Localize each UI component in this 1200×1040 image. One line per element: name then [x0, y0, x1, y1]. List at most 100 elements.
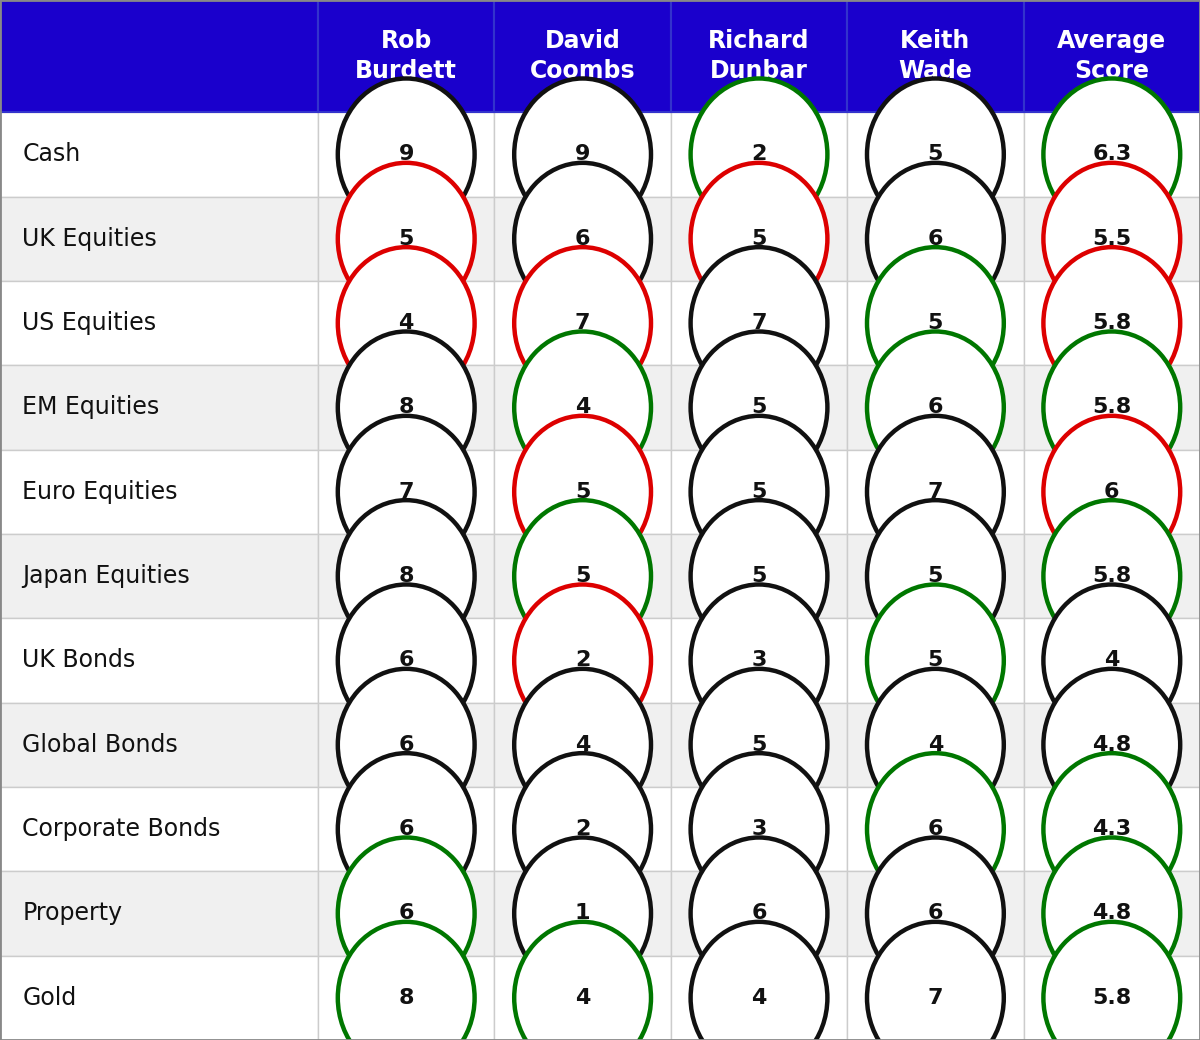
Ellipse shape	[1043, 500, 1181, 652]
FancyBboxPatch shape	[494, 197, 671, 281]
Text: 2: 2	[575, 820, 590, 839]
Ellipse shape	[338, 837, 475, 989]
Text: 7: 7	[751, 313, 767, 333]
FancyBboxPatch shape	[318, 281, 494, 365]
FancyBboxPatch shape	[0, 281, 318, 365]
Text: 1: 1	[575, 904, 590, 924]
Text: 6: 6	[575, 229, 590, 249]
Ellipse shape	[515, 332, 650, 484]
Text: 2: 2	[751, 145, 767, 164]
Ellipse shape	[515, 416, 650, 568]
FancyBboxPatch shape	[318, 956, 494, 1040]
Ellipse shape	[338, 163, 475, 315]
Text: 5: 5	[928, 650, 943, 671]
Text: 5.8: 5.8	[1092, 397, 1132, 417]
Text: 6: 6	[398, 735, 414, 755]
Ellipse shape	[515, 753, 650, 905]
Text: 4.8: 4.8	[1092, 735, 1132, 755]
Text: 8: 8	[398, 988, 414, 1008]
Ellipse shape	[866, 669, 1004, 821]
FancyBboxPatch shape	[847, 197, 1024, 281]
Text: 5: 5	[751, 735, 767, 755]
FancyBboxPatch shape	[1024, 534, 1200, 619]
Ellipse shape	[691, 584, 827, 736]
Ellipse shape	[338, 921, 475, 1040]
FancyBboxPatch shape	[1024, 787, 1200, 872]
FancyBboxPatch shape	[847, 619, 1024, 703]
FancyBboxPatch shape	[0, 449, 318, 534]
Text: Richard
Dunbar: Richard Dunbar	[708, 29, 810, 83]
Text: 5.8: 5.8	[1092, 566, 1132, 587]
FancyBboxPatch shape	[0, 197, 318, 281]
FancyBboxPatch shape	[1024, 703, 1200, 787]
Text: 3: 3	[751, 650, 767, 671]
Text: 5.8: 5.8	[1092, 988, 1132, 1008]
FancyBboxPatch shape	[318, 703, 494, 787]
FancyBboxPatch shape	[318, 365, 494, 449]
Text: 5: 5	[928, 145, 943, 164]
FancyBboxPatch shape	[847, 449, 1024, 534]
Text: 5.8: 5.8	[1092, 313, 1132, 333]
FancyBboxPatch shape	[0, 0, 318, 112]
FancyBboxPatch shape	[1024, 0, 1200, 112]
FancyBboxPatch shape	[847, 956, 1024, 1040]
FancyBboxPatch shape	[1024, 619, 1200, 703]
Text: 6: 6	[398, 820, 414, 839]
Ellipse shape	[1043, 78, 1181, 231]
FancyBboxPatch shape	[318, 112, 494, 197]
Text: 5: 5	[928, 313, 943, 333]
FancyBboxPatch shape	[671, 787, 847, 872]
FancyBboxPatch shape	[1024, 872, 1200, 956]
Ellipse shape	[1043, 248, 1181, 399]
Ellipse shape	[866, 416, 1004, 568]
Text: 5: 5	[751, 566, 767, 587]
FancyBboxPatch shape	[847, 281, 1024, 365]
FancyBboxPatch shape	[318, 872, 494, 956]
FancyBboxPatch shape	[318, 0, 494, 112]
Ellipse shape	[866, 921, 1004, 1040]
Ellipse shape	[866, 163, 1004, 315]
Text: 4: 4	[398, 313, 414, 333]
FancyBboxPatch shape	[318, 197, 494, 281]
FancyBboxPatch shape	[671, 534, 847, 619]
Text: EM Equities: EM Equities	[23, 395, 160, 419]
Ellipse shape	[515, 921, 650, 1040]
FancyBboxPatch shape	[1024, 112, 1200, 197]
Ellipse shape	[866, 332, 1004, 484]
Text: Corporate Bonds: Corporate Bonds	[23, 817, 221, 841]
Text: 5: 5	[928, 566, 943, 587]
FancyBboxPatch shape	[671, 0, 847, 112]
Ellipse shape	[338, 669, 475, 821]
Text: 5: 5	[575, 566, 590, 587]
Ellipse shape	[691, 332, 827, 484]
FancyBboxPatch shape	[671, 703, 847, 787]
FancyBboxPatch shape	[494, 281, 671, 365]
Text: 8: 8	[398, 397, 414, 417]
Text: 2: 2	[575, 650, 590, 671]
Text: 5: 5	[398, 229, 414, 249]
Text: UK Equities: UK Equities	[23, 227, 157, 251]
FancyBboxPatch shape	[494, 449, 671, 534]
FancyBboxPatch shape	[494, 0, 671, 112]
Text: David
Coombs: David Coombs	[529, 29, 636, 83]
Text: Japan Equities: Japan Equities	[23, 564, 190, 589]
Text: Average
Score: Average Score	[1057, 29, 1166, 83]
Text: 3: 3	[751, 820, 767, 839]
Text: 5: 5	[751, 229, 767, 249]
Ellipse shape	[515, 500, 650, 652]
Ellipse shape	[866, 248, 1004, 399]
Text: 7: 7	[575, 313, 590, 333]
FancyBboxPatch shape	[494, 787, 671, 872]
FancyBboxPatch shape	[0, 872, 318, 956]
Ellipse shape	[691, 78, 827, 231]
Text: 5.5: 5.5	[1092, 229, 1132, 249]
Ellipse shape	[338, 416, 475, 568]
Text: Global Bonds: Global Bonds	[23, 733, 178, 757]
FancyBboxPatch shape	[0, 365, 318, 449]
FancyBboxPatch shape	[671, 197, 847, 281]
Text: 5: 5	[575, 482, 590, 502]
Text: 6: 6	[1104, 482, 1120, 502]
FancyBboxPatch shape	[0, 112, 318, 197]
Ellipse shape	[691, 500, 827, 652]
Ellipse shape	[1043, 584, 1181, 736]
